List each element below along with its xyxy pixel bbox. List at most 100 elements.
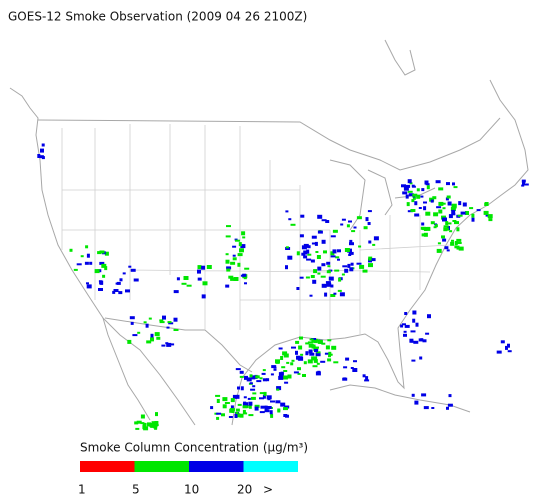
smoke-pixel [309, 338, 314, 341]
smoke-pixel [311, 356, 315, 361]
smoke-pixel [236, 394, 240, 399]
smoke-pixel [299, 276, 304, 279]
smoke-pixel [283, 353, 289, 358]
smoke-pixel [404, 312, 408, 315]
smoke-pixel [244, 282, 247, 285]
smoke-pixel [315, 251, 319, 253]
smoke-pixel [476, 209, 481, 212]
smoke-pixel [351, 230, 356, 233]
smoke-pixel [264, 409, 270, 413]
smoke-pixel [278, 347, 283, 350]
smoke-pixel [254, 404, 260, 408]
color-bar: 1 5 10 20 > [78, 461, 298, 497]
smoke-pixel [166, 342, 172, 347]
smoke-pixel [521, 179, 526, 183]
smoke-pixel [101, 263, 107, 268]
smoke-pixel [168, 322, 174, 325]
smoke-pixel [238, 242, 242, 247]
smoke-pixel [137, 331, 141, 334]
smoke-pixel [116, 281, 121, 285]
smoke-pixel [297, 372, 301, 375]
smoke-pixel [320, 275, 326, 278]
smoke-pixel [240, 244, 246, 249]
smoke-pixel [415, 322, 419, 327]
smoke-pixel [438, 209, 443, 214]
smoke-pixel [305, 342, 310, 345]
smoke-pixel [443, 225, 449, 228]
smoke-pixel [401, 184, 406, 188]
smoke-pixel [277, 408, 281, 412]
smoke-pixel [239, 413, 244, 418]
smoke-pixel [451, 204, 457, 209]
smoke-pixel [229, 408, 234, 413]
smoke-pixel [254, 375, 260, 379]
smoke-pixel [127, 339, 132, 344]
smoke-pixel [400, 324, 404, 328]
smoke-pixel [237, 386, 240, 390]
smoke-pixel [86, 282, 89, 285]
smoke-pixel [313, 346, 319, 351]
smoke-pixel [237, 403, 242, 406]
smoke-pixel [405, 184, 411, 188]
smoke-pixel [286, 361, 290, 364]
smoke-pixel [454, 241, 458, 245]
smoke-pixel [413, 340, 419, 344]
smoke-pixel [225, 253, 229, 256]
smoke-pixel [239, 370, 244, 374]
smoke-pixel [225, 235, 231, 238]
smoke-pixel [100, 280, 104, 285]
smoke-pixel [234, 238, 238, 241]
smoke-pixel [314, 349, 318, 352]
smoke-pixel [284, 405, 290, 409]
smoke-pixel [346, 224, 350, 228]
smoke-pixel [259, 411, 265, 414]
smoke-pixel [242, 405, 248, 409]
smoke-pixel [350, 262, 354, 266]
smoke-pixel [235, 408, 240, 412]
smoke-pixel [454, 245, 458, 249]
smoke-pixel [173, 290, 179, 294]
smoke-pixel [266, 395, 272, 400]
smoke-pixel [102, 274, 106, 278]
smoke-pixel [197, 277, 202, 281]
smoke-pixel [259, 397, 264, 400]
smoke-pixel [407, 179, 412, 184]
smoke-pixel [242, 273, 247, 277]
smoke-pixel [441, 235, 445, 239]
smoke-pixel [153, 424, 159, 427]
smoke-pixel [128, 265, 132, 268]
smoke-pixel [344, 248, 350, 252]
smoke-pixel [328, 355, 331, 358]
color-bin [189, 461, 244, 472]
smoke-pixel [425, 211, 431, 216]
smoke-pixel [167, 321, 172, 324]
smoke-pixel [496, 350, 502, 354]
smoke-pixel [348, 220, 352, 223]
smoke-pixel [445, 197, 449, 201]
smoke-pixel [215, 394, 221, 397]
smoke-pixel [311, 235, 317, 239]
smoke-pixel [405, 194, 409, 199]
smoke-pixel [446, 222, 452, 225]
smoke-pixel [345, 357, 350, 361]
smoke-pixel [295, 350, 298, 355]
smoke-pixel [122, 272, 126, 275]
smoke-pixel [321, 239, 326, 244]
smoke-pixel [431, 407, 435, 409]
smoke-pixel [94, 269, 100, 274]
smoke-pixel [330, 294, 336, 297]
smoke-pixel [349, 267, 354, 272]
smoke-pixel [282, 375, 288, 380]
smoke-pixel [287, 374, 292, 379]
smoke-pixel [301, 245, 307, 250]
smoke-pixel [404, 324, 410, 328]
smoke-pixel [442, 238, 447, 242]
smoke-pixel [484, 203, 489, 206]
smoke-pixel [321, 263, 326, 267]
smoke-pixel [411, 393, 415, 397]
smoke-pixel [276, 388, 280, 391]
smoke-pixel [430, 199, 434, 203]
smoke-pixel [40, 148, 44, 153]
smoke-pixel [414, 201, 418, 206]
smoke-pixel [197, 269, 201, 274]
